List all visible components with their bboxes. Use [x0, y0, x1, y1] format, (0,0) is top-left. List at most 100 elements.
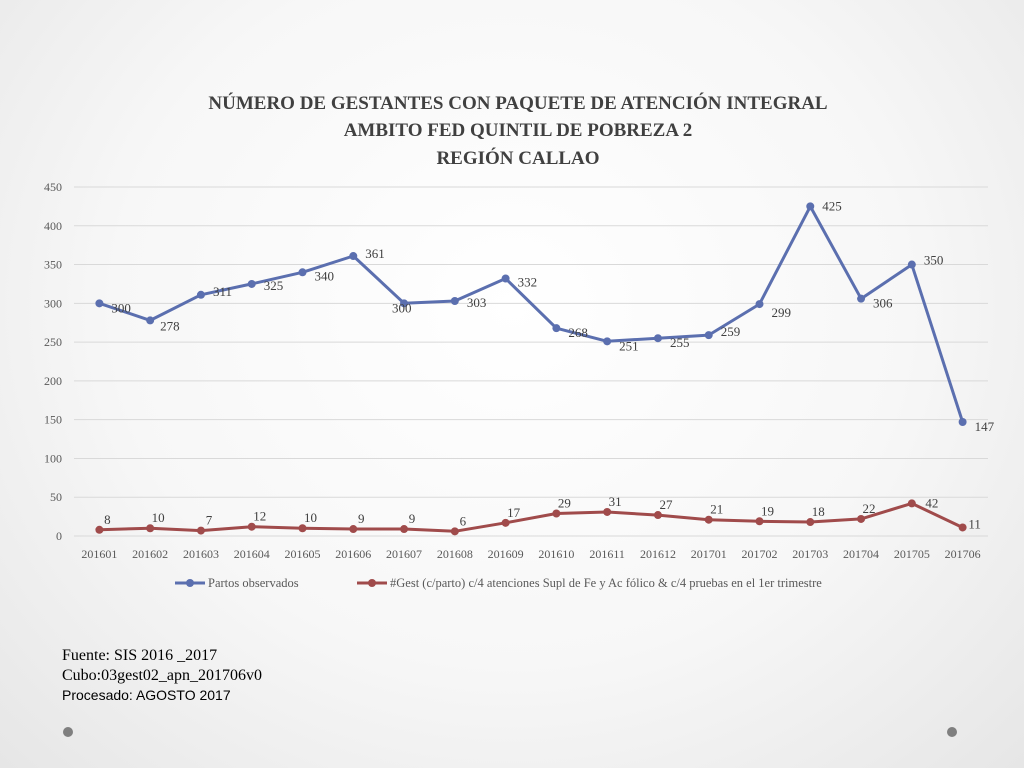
x-tick-label: 201603: [183, 547, 219, 561]
data-label: 425: [822, 198, 842, 213]
x-tick-label: 201702: [742, 547, 778, 561]
data-point: [400, 299, 409, 308]
data-point: [95, 299, 104, 308]
data-label: 251: [619, 338, 639, 353]
data-point: [552, 324, 561, 333]
corner-dot-right: [947, 727, 957, 737]
x-tick-label: 201703: [792, 547, 828, 561]
series-line: [97, 204, 965, 424]
data-point: [907, 499, 916, 508]
x-tick-label: 201607: [386, 547, 422, 561]
legend-label: #Gest (c/parto) c/4 atenciones Supl de F…: [390, 576, 822, 590]
data-label: 268: [568, 325, 588, 340]
x-tick-label: 201606: [335, 547, 371, 561]
data-point: [400, 525, 409, 534]
data-point: [857, 514, 866, 523]
legend-swatch-marker: [186, 579, 194, 587]
data-point: [501, 274, 510, 283]
x-axis: 201601 201602 201603 201604 201605 201606 2016…: [81, 547, 980, 561]
legend-label: Partos observados: [208, 576, 299, 590]
data-point: [247, 522, 256, 531]
data-label: 10: [304, 510, 317, 525]
data-point: [146, 524, 155, 533]
y-tick-label: 400: [44, 219, 62, 233]
source-line-1: Fuente: SIS 2016 _2017: [62, 647, 218, 664]
y-tick-label: 50: [50, 490, 62, 504]
data-point: [704, 515, 713, 524]
data-point: [298, 524, 307, 533]
series-gest-atenciones: 8 10 7 12 10 9 9 6 17 29 31 27 21 19 18 22 42 11: [95, 494, 981, 536]
data-label: 332: [518, 275, 538, 290]
data-label: 278: [160, 318, 180, 333]
data-label: 340: [315, 268, 335, 283]
x-tick-label: 201602: [132, 547, 168, 561]
data-label: 306: [873, 296, 893, 311]
data-point: [653, 511, 662, 520]
data-point: [857, 294, 866, 303]
x-tick-label: 201705: [894, 547, 930, 561]
data-label: 311: [213, 284, 232, 299]
data-point: [247, 279, 256, 288]
x-tick-label: 201604: [234, 547, 270, 561]
chart-title: NÚMERO DE GESTANTES CON PAQUETE DE ATENC…: [208, 92, 827, 169]
chart-title-line-3: REGIÓN CALLAO: [436, 147, 599, 169]
data-label: 21: [710, 502, 723, 517]
data-point: [349, 252, 358, 261]
data-label: 22: [863, 501, 876, 516]
data-point: [298, 268, 307, 277]
source-line-2: Cubo:03gest02_apn_201706v0: [62, 667, 262, 684]
data-label: 27: [659, 497, 673, 512]
data-point: [958, 523, 967, 532]
data-point: [501, 518, 510, 527]
y-tick-label: 100: [44, 451, 62, 465]
y-tick-label: 350: [44, 258, 62, 272]
data-label: 11: [968, 516, 981, 531]
data-label: 29: [558, 496, 571, 511]
data-label: 8: [104, 512, 111, 527]
legend-item-gest-atenciones: #Gest (c/parto) c/4 atenciones Supl de F…: [357, 576, 822, 590]
data-point: [806, 518, 815, 527]
data-point: [653, 334, 662, 343]
data-point: [196, 290, 205, 299]
data-label: 6: [460, 513, 467, 528]
data-point: [603, 507, 612, 516]
data-label: 7: [206, 513, 213, 528]
series-line: [97, 501, 965, 533]
data-label: 18: [812, 504, 825, 519]
data-point: [450, 527, 459, 536]
gridlines: [74, 186, 988, 537]
data-point: [196, 526, 205, 535]
source-line-3: Procesado: AGOSTO 2017: [62, 687, 231, 703]
legend: Partos observados #Gest (c/parto) c/4 ate…: [175, 576, 822, 590]
data-point: [450, 297, 459, 306]
legend-swatch-marker: [368, 579, 376, 587]
data-label: 299: [772, 305, 792, 320]
y-tick-label: 0: [56, 529, 62, 543]
chart-title-line-2: AMBITO FED QUINTIL DE POBREZA 2: [344, 120, 693, 141]
data-label: 361: [365, 246, 385, 261]
x-tick-label: 201608: [437, 547, 473, 561]
y-tick-label: 300: [44, 296, 62, 310]
data-point: [349, 525, 358, 534]
data-point: [958, 417, 967, 426]
data-point: [907, 260, 916, 269]
data-label: 10: [152, 510, 165, 525]
x-tick-label: 201612: [640, 547, 676, 561]
data-point: [552, 509, 561, 518]
data-label: 147: [975, 419, 995, 434]
data-label: 9: [409, 511, 416, 526]
data-label: 259: [721, 324, 741, 339]
y-tick-label: 450: [44, 180, 62, 194]
data-point: [95, 525, 104, 534]
y-tick-label: 200: [44, 374, 62, 388]
data-point: [806, 202, 815, 211]
legend-item-partos-observados: Partos observados: [175, 576, 299, 590]
data-point: [755, 300, 764, 309]
data-label: 300: [111, 300, 131, 315]
chart-title-line-1: NÚMERO DE GESTANTES CON PAQUETE DE ATENC…: [208, 92, 827, 114]
y-tick-label: 150: [44, 413, 62, 427]
data-label: 300: [392, 300, 412, 315]
corner-dot-left: [63, 727, 73, 737]
